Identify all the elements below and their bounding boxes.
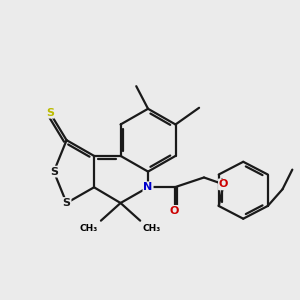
Text: O: O [219, 179, 228, 189]
Text: S: S [63, 198, 70, 208]
Text: S: S [46, 108, 54, 118]
Text: S: S [50, 167, 58, 177]
Text: N: N [143, 182, 153, 192]
Text: O: O [170, 206, 179, 216]
Text: CH₃: CH₃ [142, 224, 161, 232]
Text: CH₃: CH₃ [79, 224, 98, 232]
